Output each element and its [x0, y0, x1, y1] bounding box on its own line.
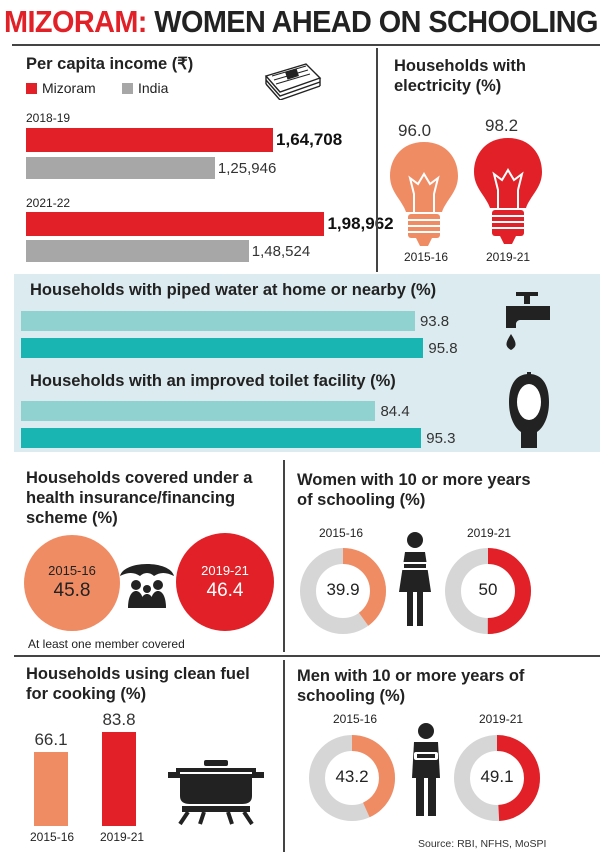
fuel-value: 83.8 [102, 710, 136, 730]
insurance-value-1: 45.8 [53, 580, 91, 601]
women-year-2: 2019-21 [467, 526, 512, 540]
toilet-value: 95.3 [426, 430, 456, 447]
legend-label-india: India [138, 80, 169, 96]
umbrella-family-icon [120, 564, 174, 608]
water-toilet-panel [14, 274, 600, 452]
insurance-title: Households covered under a health insura… [26, 469, 253, 527]
women-title: Women with 10 or more years of schooling… [297, 471, 531, 509]
income-label-india: 1,25,946 [217, 160, 277, 177]
income-bar-india [26, 157, 215, 179]
donut-slice [300, 548, 386, 634]
fuel-title: Households using clean fuel for cooking … [26, 665, 250, 703]
legend-swatch-mizoram [26, 83, 37, 94]
donut-slice [309, 735, 395, 821]
row-divider [14, 655, 600, 657]
toilet-bar [21, 401, 376, 421]
income-year-1: 2018-19 [26, 111, 71, 125]
water-title: Households with piped water at home or n… [30, 281, 437, 299]
lightbulb-icon [390, 142, 458, 246]
income-year-2: 2021-22 [26, 196, 71, 210]
fuel-value: 66.1 [34, 729, 68, 749]
income-label-mizoram: 1,64,708 [276, 130, 343, 149]
tap-icon [506, 292, 550, 350]
men-value-2: 49.1 [480, 767, 514, 786]
men-year-1: 2015-16 [333, 712, 378, 726]
income-bar-india [26, 240, 249, 262]
electricity-title: Households with electricity (%) [394, 57, 526, 95]
legend-swatch-india [122, 83, 133, 94]
donut-slice [445, 548, 531, 634]
women-value-1: 39.9 [326, 580, 360, 599]
money-stack-icon [264, 63, 322, 100]
water-value: 93.8 [419, 313, 450, 330]
fuel-year-1: 2015-16 [30, 830, 75, 844]
women-value-2: 50 [478, 580, 498, 599]
legend-label-mizoram: Mizoram [42, 80, 96, 96]
income-label-india: 1,48,524 [251, 243, 311, 260]
fuel-bar [102, 732, 136, 826]
woman-icon [399, 532, 431, 626]
divider-income [376, 48, 378, 272]
donut-slice [454, 735, 540, 821]
toilet-bar [21, 428, 422, 448]
men-value-1: 43.2 [335, 767, 369, 786]
water-value: 95.8 [428, 340, 458, 357]
insurance-circle-2015 [24, 535, 120, 631]
insurance-note: At least one member covered [28, 637, 185, 651]
page-title: MIZORAM: WOMEN AHEAD ON SCHOOLING [4, 4, 598, 39]
electricity-value-2: 98.2 [485, 116, 519, 135]
toilet-icon [509, 372, 549, 448]
cooking-pot-icon [168, 760, 264, 826]
fuel-bar [34, 751, 68, 826]
divider-fuel [283, 660, 285, 852]
title-rule [12, 44, 600, 46]
insurance-value-2: 46.4 [206, 580, 244, 601]
electricity-year-1: 2015-16 [404, 250, 449, 264]
divider-insurance [283, 460, 285, 652]
electricity-value-1: 96.0 [398, 121, 432, 140]
men-year-2: 2019-21 [479, 712, 524, 726]
insurance-year-2: 2019-21 [201, 563, 249, 578]
men-title: Men with 10 or more years of schooling (… [297, 667, 525, 705]
toilet-value: 84.4 [380, 403, 410, 420]
women-donut-2015 [300, 548, 386, 634]
income-title: Per capita income (₹) [26, 55, 194, 73]
income-bar-mizoram [26, 128, 274, 152]
women-year-1: 2015-16 [319, 526, 364, 540]
electricity-year-2: 2019-21 [486, 250, 531, 264]
water-bar [21, 311, 415, 331]
toilet-title: Households with an improved toilet facil… [30, 372, 396, 390]
source-note: Source: RBI, NFHS, MoSPI [418, 838, 547, 850]
insurance-year-1: 2015-16 [48, 563, 96, 578]
men-donut-2015 [309, 735, 395, 821]
fuel-year-2: 2019-21 [100, 830, 145, 844]
income-bar-mizoram [26, 212, 325, 236]
water-bar [21, 338, 424, 358]
lightbulb-icon [474, 138, 542, 244]
men-donut-2019 [454, 735, 540, 821]
women-donut-2019 [445, 548, 531, 634]
man-icon [412, 723, 440, 816]
insurance-circle-2019 [176, 533, 274, 631]
